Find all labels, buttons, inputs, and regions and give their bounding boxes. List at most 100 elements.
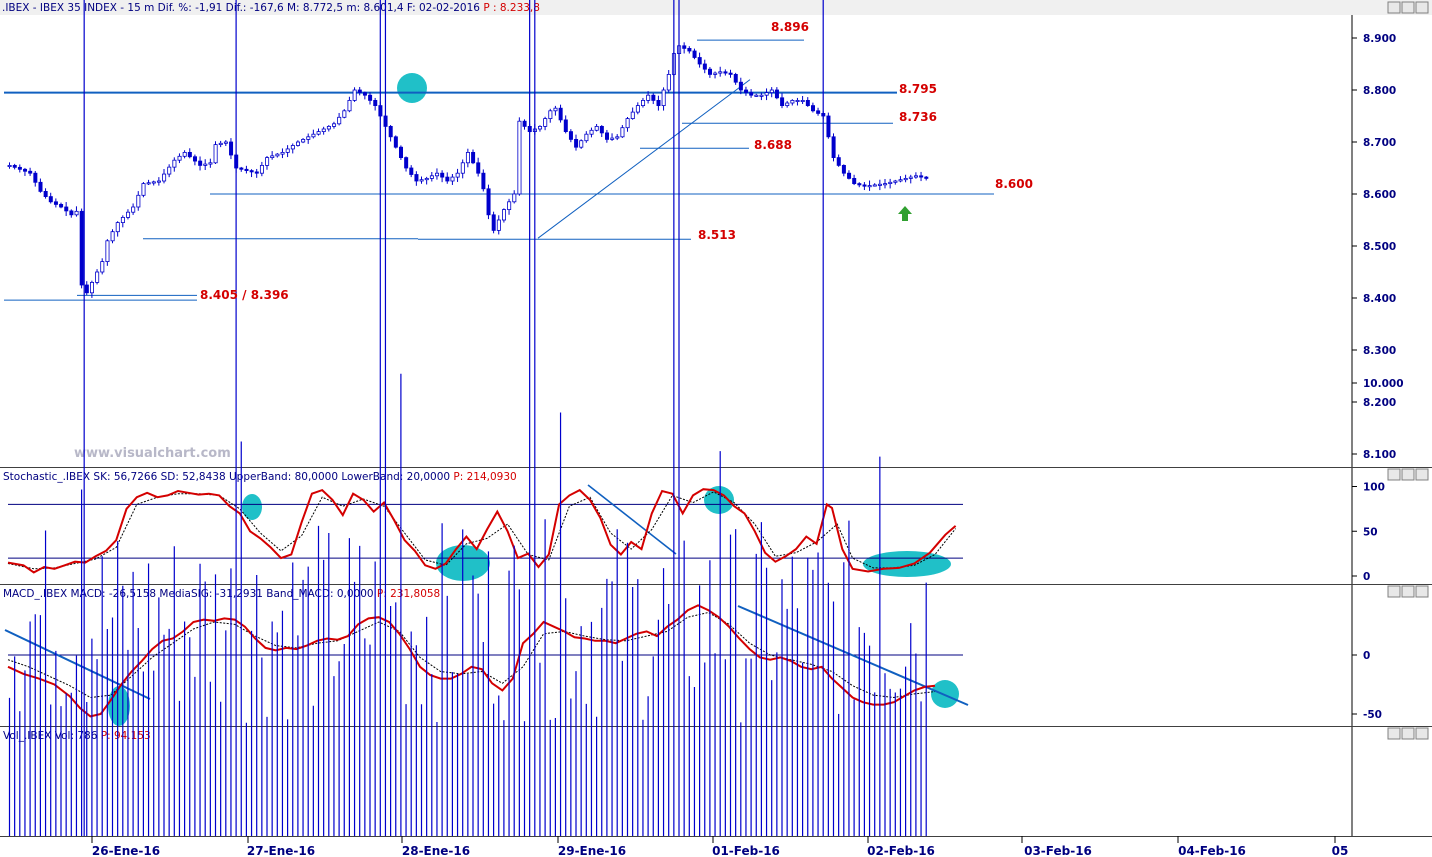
candle-body [460,162,465,174]
candle-body [883,183,888,186]
candle-body [43,190,48,197]
window-close-icon [1415,1,1429,14]
level-label-4: 8.600 [995,177,1033,191]
candle-body [435,172,440,177]
candle-body [167,166,172,175]
candle-body [625,118,630,129]
level-label-2: 8.736 [899,110,937,124]
candle-body [496,219,501,231]
highlight-ellipse-6 [931,680,959,708]
stoch-tick-label: 50 [1363,526,1378,538]
x-tick-label: 03-Feb-16 [1024,844,1092,857]
window-min-icon [1387,468,1401,481]
candle-body [589,129,594,135]
window-close-icon [1415,468,1429,481]
candle-body [239,167,244,170]
candle-body [69,210,74,216]
candle-body [780,97,785,107]
candle-body [259,164,264,174]
candle-body [568,131,573,140]
candle-body [708,68,713,75]
candle-body [321,128,326,132]
candle-body [517,120,522,195]
candle-body [105,240,110,263]
candle-body [852,177,857,184]
vol-header-text: Vol_.IBEX Vol: 786 [3,730,101,742]
candle-body [445,176,450,182]
candle-body [182,151,187,157]
candle-body [326,126,331,130]
candle-body [33,172,38,183]
candle-body [342,110,347,118]
candle-body [841,164,846,174]
macd-header: MACD_.IBEX MACD: -26,5158 MediaSIG: -31,… [3,588,440,600]
candle-body [295,141,300,146]
candle-body [774,89,779,99]
candle-body [599,126,604,134]
candle-body [146,182,151,185]
candle-body [553,107,558,112]
candle-body [280,151,285,155]
candle-body [414,174,419,182]
candle-body [733,74,738,83]
candle-body [311,133,316,138]
candle-body [409,167,414,175]
candle-body [872,184,877,187]
window-controls [1387,1,1429,740]
candle-body [481,172,486,190]
window-max-icon [1401,1,1415,14]
svg-text:.IBEX - IBEX 35 INDEX - 15 m: .IBEX - IBEX 35 INDEX - 15 m Dif. %: -1,… [2,2,540,14]
candle-body [816,110,821,114]
candle-body [362,92,367,96]
x-tick-label: 28-Ene-16 [402,844,470,857]
vol-tick-label: 10.000 [1363,378,1404,390]
level-label-5: 8.513 [698,228,736,242]
candle-body [455,172,460,178]
price-tick-label: 8.300 [1363,345,1396,357]
candle-body [713,72,718,75]
x-tick-label: 01-Feb-16 [712,844,780,857]
candle-body [306,136,311,140]
stoch-tick-label: 0 [1363,571,1370,583]
macd-trendline-right [737,605,969,706]
candle-body [811,105,816,112]
candle-body [352,89,357,101]
candle-body [641,100,646,107]
svg-text:Stochastic_.IBEX SK: 56,7266: Stochastic_.IBEX SK: 56,7266 SD: 52,8438… [3,471,517,483]
price-tick-label: 8.700 [1363,137,1396,149]
price-tick-label: 8.800 [1363,85,1396,97]
trend-lines [4,39,994,301]
highlight-ellipse-3 [704,486,734,514]
candle-body [270,155,275,159]
candle-body [213,144,218,164]
candle-body [759,94,764,97]
level-label-3: 8.688 [754,138,792,152]
macd-trendline-left [4,629,151,700]
candle-body [682,45,687,49]
candle-body [764,92,769,96]
level-label-1: 8.795 [899,82,937,96]
candle-body [141,183,146,196]
candle-body [198,160,203,166]
window-close-icon [1415,727,1429,740]
candle-body [692,50,697,58]
candle-body [156,180,161,183]
candle-body [491,214,496,231]
candle-body [187,151,192,158]
x-tick-label: 05 [1332,844,1349,857]
candle-body [398,146,403,158]
candle-body [404,157,409,169]
y-axes: 8.900 8.800 8.700 8.600 8.500 8.400 8.300 8.200… [1352,33,1404,721]
candle-body [867,185,872,188]
x-axis: 26-Ene-16 27-Ene-16 28-Ene-16 29-Ene-16 01-F… [91,836,1349,857]
x-tick-label: 26-Ene-16 [92,844,160,857]
candle-body [332,123,337,127]
candle-body [697,57,702,65]
candle-body [192,156,197,162]
price-tick-label: 8.600 [1363,189,1396,201]
candle-body [651,94,656,101]
candle-body [914,175,919,178]
candle-body [120,216,125,223]
macd-tick-label: 0 [1363,650,1370,662]
